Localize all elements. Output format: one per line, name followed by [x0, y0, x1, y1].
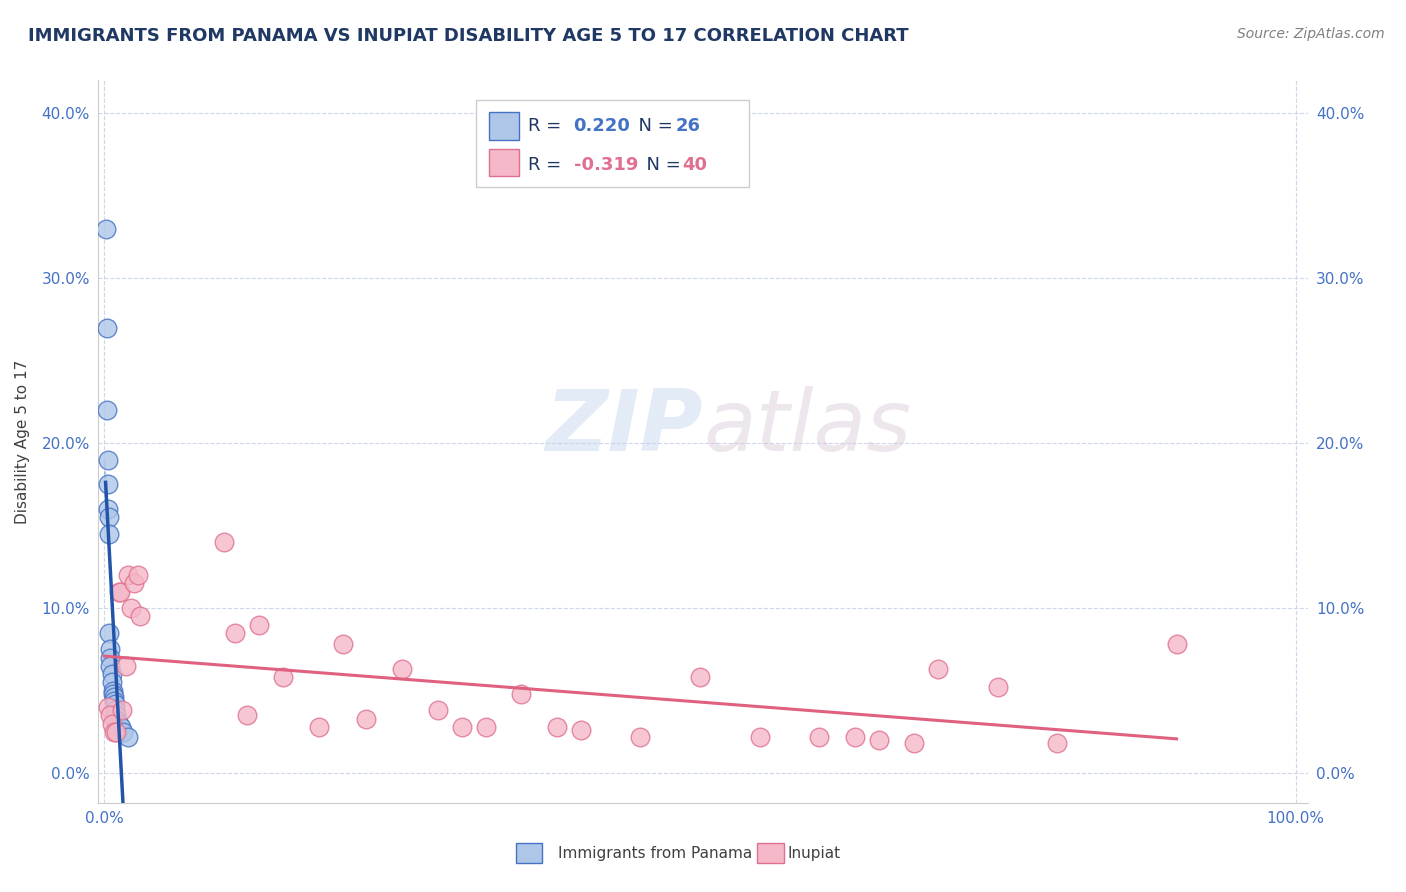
Text: R =: R =: [527, 117, 567, 135]
FancyBboxPatch shape: [489, 112, 519, 139]
Point: [1046, 736, 1069, 750]
Point: [107, 716, 129, 731]
Point: [117, 730, 139, 744]
Point: [98, 708, 121, 723]
Point: [117, 568, 139, 582]
Point: [546, 720, 568, 734]
Point: [96, 320, 118, 334]
Point: [927, 662, 949, 676]
Point: [107, 584, 129, 599]
Point: [308, 720, 330, 734]
Point: [96, 403, 118, 417]
Point: [97, 502, 120, 516]
Point: [236, 708, 259, 723]
Point: [356, 712, 378, 726]
Point: [903, 736, 925, 750]
Text: atlas: atlas: [703, 385, 911, 468]
Point: [987, 681, 1010, 695]
Text: -0.319: -0.319: [574, 156, 638, 174]
Point: [100, 675, 122, 690]
Point: [98, 642, 121, 657]
Text: Source: ZipAtlas.com: Source: ZipAtlas.com: [1237, 27, 1385, 41]
Text: 26: 26: [675, 117, 700, 135]
Point: [122, 576, 145, 591]
Text: Immigrants from Panama: Immigrants from Panama: [558, 846, 752, 861]
Text: IMMIGRANTS FROM PANAMA VS INUPIAT DISABILITY AGE 5 TO 17 CORRELATION CHART: IMMIGRANTS FROM PANAMA VS INUPIAT DISABI…: [28, 27, 908, 45]
Point: [271, 670, 294, 684]
Text: 0.220: 0.220: [574, 117, 630, 135]
Y-axis label: Disability Age 5 to 17: Disability Age 5 to 17: [15, 359, 31, 524]
Point: [1166, 637, 1188, 651]
Point: [94, 221, 117, 235]
Point: [391, 662, 413, 676]
Point: [98, 626, 121, 640]
Point: [104, 703, 127, 717]
Point: [101, 683, 124, 698]
Text: Inupiat: Inupiat: [787, 846, 841, 861]
Point: [105, 708, 128, 723]
Point: [426, 703, 449, 717]
Point: [108, 584, 131, 599]
Point: [224, 626, 246, 640]
Point: [450, 720, 472, 734]
Text: N =: N =: [636, 156, 686, 174]
Point: [120, 601, 142, 615]
Point: [510, 687, 533, 701]
Text: R =: R =: [527, 156, 567, 174]
Point: [98, 650, 121, 665]
Point: [111, 703, 134, 717]
FancyBboxPatch shape: [489, 149, 519, 177]
Point: [332, 637, 354, 651]
Point: [104, 697, 127, 711]
Point: [474, 720, 496, 734]
Point: [112, 724, 135, 739]
Point: [100, 667, 122, 681]
Point: [630, 730, 652, 744]
Point: [98, 659, 121, 673]
Point: [103, 693, 125, 707]
Point: [569, 723, 592, 738]
Point: [868, 733, 890, 747]
Point: [844, 730, 866, 744]
Point: [101, 687, 124, 701]
Point: [689, 670, 711, 684]
Point: [97, 477, 120, 491]
Point: [103, 724, 125, 739]
FancyBboxPatch shape: [475, 100, 749, 187]
Point: [212, 535, 235, 549]
Point: [97, 700, 120, 714]
Point: [114, 659, 136, 673]
Point: [97, 452, 120, 467]
Point: [127, 568, 149, 582]
Point: [110, 720, 132, 734]
FancyBboxPatch shape: [758, 843, 785, 863]
Point: [129, 609, 152, 624]
Text: 40: 40: [682, 156, 707, 174]
Point: [247, 617, 270, 632]
Point: [98, 510, 121, 524]
Point: [100, 716, 122, 731]
Point: [808, 730, 831, 744]
Point: [103, 690, 125, 705]
Point: [105, 714, 128, 728]
Point: [748, 730, 770, 744]
Point: [105, 724, 128, 739]
FancyBboxPatch shape: [516, 843, 543, 863]
Text: N =: N =: [627, 117, 678, 135]
Text: ZIP: ZIP: [546, 385, 703, 468]
Point: [98, 527, 121, 541]
